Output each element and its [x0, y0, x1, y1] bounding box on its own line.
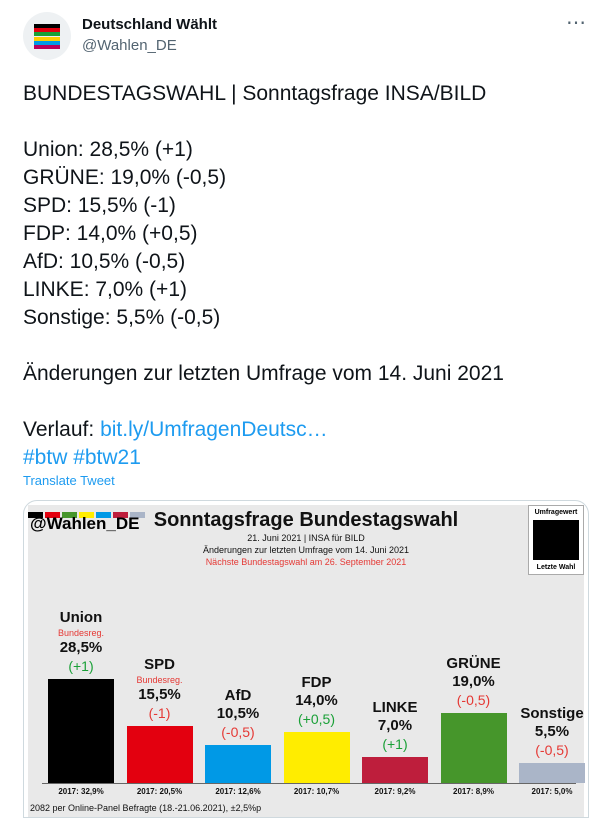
avatar-stripe [34, 36, 60, 41]
party-name: LINKE [372, 699, 418, 717]
brand-color-swatch [113, 512, 128, 518]
result-line: LINKE: 7,0% (+1) [23, 278, 187, 301]
party-name: FDP [301, 673, 332, 691]
result-line: Sonstige: 5,5% (-0,5) [23, 306, 221, 329]
bar-spd [126, 726, 193, 783]
result-line: SPD: 15,5% (-1) [23, 194, 176, 217]
party-change: (-0,5) [456, 692, 491, 709]
chart-brand: @Wahlen_DE [30, 514, 140, 533]
translate-tweet-link[interactable]: Translate Tweet [23, 473, 115, 488]
party-name: Union [59, 608, 103, 626]
legend-last-election-label: Letzte Wahl [536, 564, 576, 571]
tweet-headline: BUNDESTAGSWAHL | Sonntagsfrage INSA/BILD [23, 82, 487, 105]
avatar-stripe [34, 45, 60, 49]
party-change: (-0,5) [535, 741, 569, 758]
brand-color-swatch [96, 512, 111, 518]
party-value: 5,5% [534, 722, 570, 740]
party-change: (+1) [68, 657, 94, 674]
party-note: Bundesreg. [136, 675, 183, 686]
party-value: 15,5% [138, 686, 181, 704]
chart-subtitle-next-election: Nächste Bundestagswahl am 26. September … [205, 557, 407, 567]
chart-subtitle-date: 21. Juni 2021 | INSA für BILD [247, 533, 365, 543]
bar-sonstige [519, 762, 585, 783]
verlauf-label: Verlauf: [23, 418, 101, 441]
legend-poll-label: Umfragewert [534, 509, 578, 516]
account-avatar[interactable] [23, 12, 71, 60]
result-line: FDP: 14,0% (+0,5) [23, 222, 198, 245]
party-change: (+0,5) [298, 710, 335, 727]
party-label: AfD 10,5% (-0,5) [195, 687, 281, 741]
brand-color-swatch [28, 512, 43, 518]
avatar-stripe [34, 40, 60, 45]
party-name: SPD [144, 656, 175, 674]
hashtags[interactable]: #btw #btw21 [23, 446, 141, 469]
party-value: 14,0% [295, 691, 338, 709]
avatar-stripe [34, 24, 60, 28]
party-name: GRÜNE [446, 655, 501, 673]
party-label: LINKE 7,0% (+1) [352, 699, 438, 753]
legend-swatch [533, 520, 579, 560]
chart-subtitle-changes: Änderungen zur letzten Umfrage vom 14. J… [202, 545, 410, 555]
party-label: FDP 14,0% (+0,5) [274, 674, 360, 728]
bar-union [48, 678, 114, 783]
result-line: Union: 28,5% (+1) [23, 138, 193, 161]
poll-chart: @Wahlen_DE Sonntagsfrage Bundestagswahl … [28, 505, 585, 817]
previous-election-value: 2017: 10,7% [293, 787, 340, 796]
chart-footer: 2082 per Online-Panel Befragte (18.-21.0… [30, 803, 262, 813]
result-line: GRÜNE: 19,0% (-0,5) [23, 166, 227, 189]
previous-election-value: 2017: 32,9% [58, 787, 104, 796]
tweet-image[interactable]: @Wahlen_DE Sonntagsfrage Bundestagswahl … [23, 500, 589, 818]
party-label: SPD Bundesreg. 15,5% (-1) [117, 656, 203, 722]
previous-election-value: 2017: 20,5% [136, 787, 183, 796]
brand-color-swatch [62, 512, 77, 518]
party-change: (-1) [148, 705, 171, 722]
party-change: (-0,5) [221, 723, 255, 740]
result-line: AfD: 10,5% (-0,5) [23, 250, 186, 273]
party-value: 28,5% [59, 638, 103, 656]
previous-election-value: 2017: 12,6% [215, 787, 261, 796]
chart-baseline [42, 783, 576, 784]
chart-legend: Umfragewert Letzte Wahl [528, 505, 584, 575]
brand-color-swatch [79, 512, 94, 518]
bar-fdp [283, 731, 350, 783]
chart-title: Sonntagsfrage Bundestagswahl [153, 509, 459, 531]
avatar-stripe [34, 28, 60, 33]
tweet-header: Deutschland Wählt @Wahlen_DE ⋯ [23, 10, 593, 60]
previous-election-value: 2017: 5,0% [531, 787, 573, 796]
previous-election-value: 2017: 8,9% [453, 787, 494, 796]
verlauf-link[interactable]: bit.ly/UmfragenDeutsc… [100, 418, 328, 441]
changes-note: Änderungen zur letzten Umfrage vom 14. J… [23, 362, 504, 385]
party-name: Sonstige [520, 704, 584, 722]
party-label: Sonstige 5,5% (-0,5) [509, 704, 588, 759]
brand-color-swatch [45, 512, 60, 518]
account-handle[interactable]: @Wahlen_DE [82, 37, 177, 54]
party-label: Union Bundesreg. 28,5% (+1) [38, 609, 124, 675]
party-note: Bundesreg. [57, 627, 105, 638]
verlauf-line: Verlauf: bit.ly/UmfragenDeutsc… [23, 416, 583, 444]
brand-color-swatch [130, 512, 145, 518]
party-value: 19,0% [452, 673, 495, 691]
bar-linke [362, 757, 428, 783]
brand-color-bar [28, 505, 163, 518]
party-name: AfD [224, 686, 252, 704]
previous-election-value: 2017: 9,2% [374, 787, 416, 796]
bar-afd [205, 744, 271, 783]
more-options-icon[interactable]: ⋯ [566, 12, 587, 34]
display-name[interactable]: Deutschland Wählt [82, 16, 218, 33]
tweet-text: BUNDESTAGSWAHL | Sonntagsfrage INSA/BILD… [23, 80, 583, 472]
party-value: 7,0% [377, 717, 413, 735]
party-change: (+1) [382, 736, 408, 753]
avatar-stripe [34, 32, 60, 37]
bar-grüne [440, 713, 507, 783]
party-label: GRÜNE 19,0% (-0,5) [431, 655, 517, 709]
party-value: 10,5% [216, 704, 260, 722]
